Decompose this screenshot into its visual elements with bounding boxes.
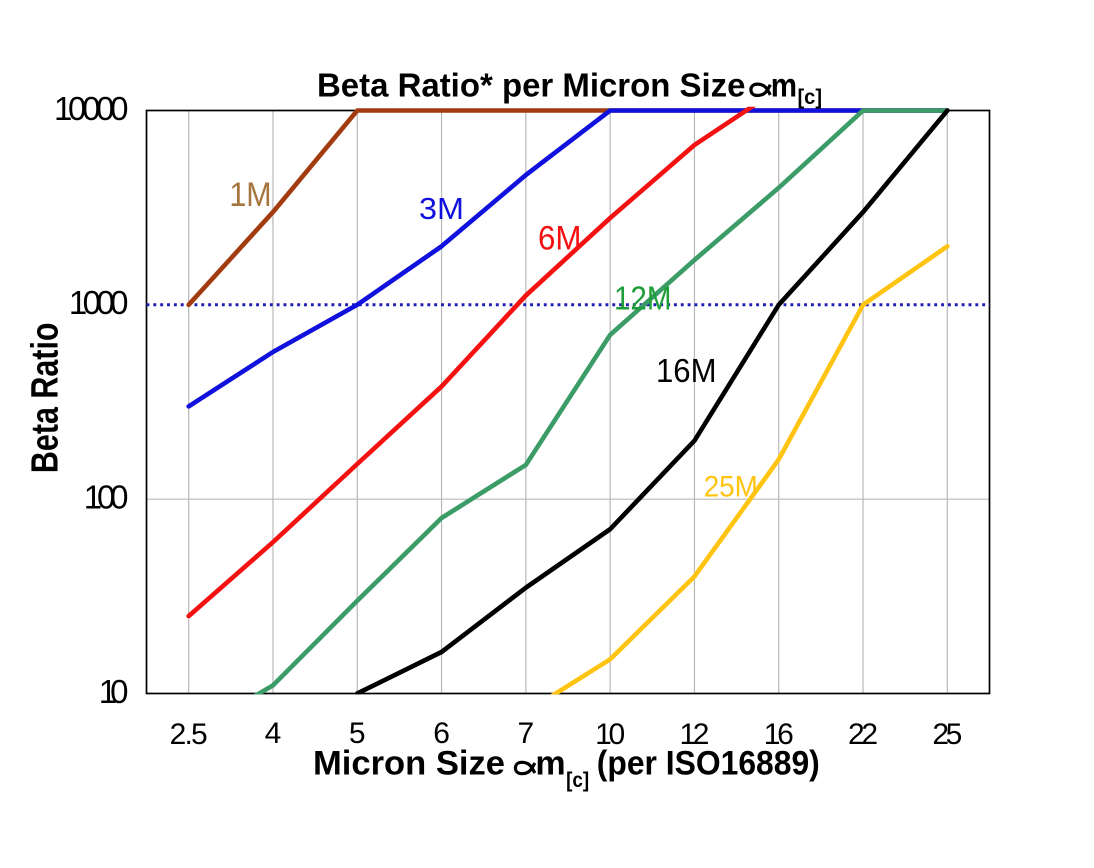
svg-text:12M: 12M: [614, 280, 672, 317]
svg-text:2.5: 2.5: [170, 718, 208, 751]
svg-text:4: 4: [265, 717, 282, 750]
svg-text:7: 7: [518, 717, 535, 750]
svg-text:25: 25: [932, 718, 962, 751]
svg-text:m: m: [771, 68, 797, 105]
svg-text:6: 6: [433, 717, 450, 750]
svg-text:Micron Size: Micron Size: [313, 745, 505, 783]
svg-text:25M: 25M: [704, 470, 758, 503]
svg-text:12: 12: [679, 718, 709, 751]
svg-text:100: 100: [84, 479, 129, 516]
svg-text:6M: 6M: [538, 220, 582, 258]
svg-text:3M: 3M: [419, 191, 464, 226]
svg-text:5: 5: [349, 717, 366, 750]
svg-text:[c]: [c]: [566, 769, 589, 792]
svg-text:(per ISO16889): (per ISO16889): [597, 745, 820, 783]
svg-text:10: 10: [99, 673, 129, 710]
svg-text:10: 10: [595, 718, 625, 751]
svg-text:Beta Ratio* per Micron Size: Beta Ratio* per Micron Size: [317, 68, 746, 105]
svg-text:16M: 16M: [656, 352, 717, 389]
svg-text:16: 16: [764, 718, 794, 751]
svg-text:Beta Ratio: Beta Ratio: [25, 323, 67, 474]
svg-text:10000: 10000: [54, 90, 129, 127]
svg-text:1M: 1M: [229, 176, 271, 214]
svg-text:m: m: [535, 745, 565, 783]
svg-text:22: 22: [848, 718, 878, 751]
svg-text:[c]: [c]: [798, 86, 823, 109]
svg-text:1000: 1000: [69, 284, 129, 321]
